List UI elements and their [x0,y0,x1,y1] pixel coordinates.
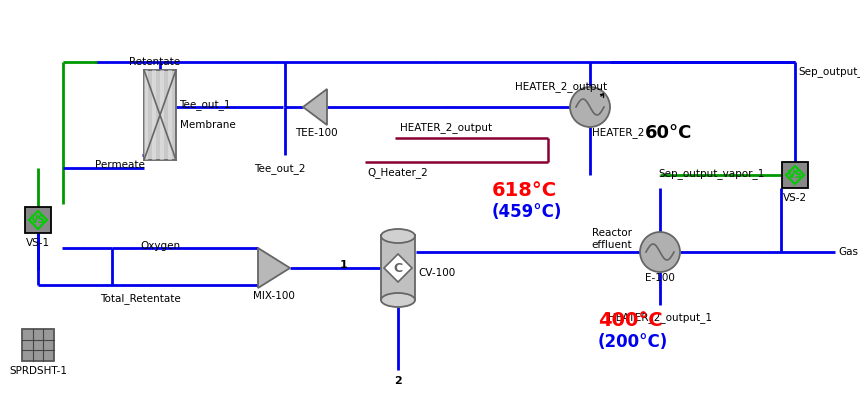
Text: 1: 1 [340,260,348,270]
Bar [22,329,54,361]
Text: (200°C): (200°C) [598,333,668,351]
Text: 60°C: 60°C [645,124,692,142]
Circle shape [570,87,610,127]
Text: C: C [393,261,402,275]
Text: Sep_output_vapor: Sep_output_vapor [798,66,860,78]
Polygon shape [258,248,290,288]
Text: HEATER_2_output: HEATER_2_output [400,122,492,133]
Text: 2: 2 [394,376,402,386]
Bar [25,207,51,233]
Bar [168,70,172,160]
Text: Permeate: Permeate [95,160,145,170]
Text: Tee_out_2: Tee_out_2 [255,163,306,174]
Bar [144,70,176,160]
Text: (459°C): (459°C) [492,203,562,221]
Text: Sep_output_vapor_1: Sep_output_vapor_1 [659,168,765,179]
Text: VS: VS [788,170,802,180]
Text: E-100: E-100 [645,273,675,283]
Text: Membrane: Membrane [180,120,236,130]
Bar [782,162,808,188]
Bar [144,70,148,160]
Bar [152,70,156,160]
Bar [160,70,164,160]
Text: HEATER_2_output: HEATER_2_output [515,82,607,92]
Text: VS-2: VS-2 [783,193,807,203]
Text: HEATER_2_output_1: HEATER_2_output_1 [608,312,712,323]
Text: Q_Heater_2: Q_Heater_2 [367,167,427,178]
Text: 400°C: 400°C [598,310,662,330]
Text: Gas: Gas [838,247,858,257]
Text: Oxygen: Oxygen [140,241,180,251]
Text: HEATER_2: HEATER_2 [592,127,644,139]
Ellipse shape [381,293,415,307]
Polygon shape [384,254,412,282]
Text: TEE-100: TEE-100 [295,128,337,138]
Text: Reactor
effluent: Reactor effluent [592,228,632,250]
Ellipse shape [381,229,415,243]
Circle shape [640,232,680,272]
Bar [381,235,415,300]
Text: VS-1: VS-1 [26,238,50,248]
Text: SPRDSHT-1: SPRDSHT-1 [9,366,67,376]
Text: Total_Retentate: Total_Retentate [100,293,181,304]
Text: CV-100: CV-100 [418,268,455,278]
Polygon shape [303,89,327,125]
Text: 618°C: 618°C [492,181,557,199]
Text: Retentate: Retentate [130,57,181,67]
Text: Tee_out_1: Tee_out_1 [179,99,230,110]
Text: MIX-100: MIX-100 [253,291,295,301]
Text: VS: VS [31,215,46,225]
